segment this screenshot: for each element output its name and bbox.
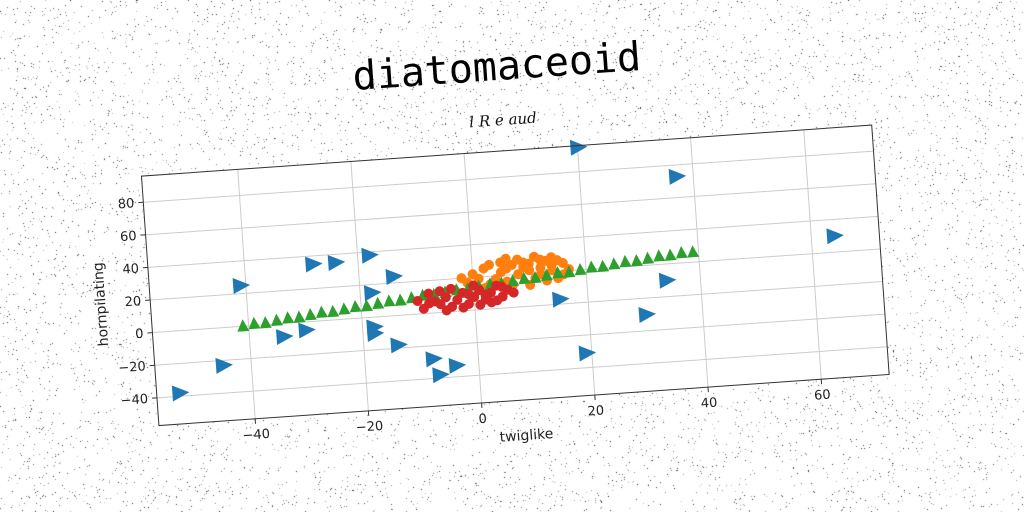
- chart-title: diatomaceoid: [351, 34, 642, 100]
- plot-area: −40 −20 0 20 40 60 −40 −20 0 20 40 60 80 twiglike h…: [84, 119, 892, 474]
- y-tick-label: 60: [120, 229, 138, 245]
- x-axis-label: twiglike: [499, 426, 554, 446]
- y-tick-label: 20: [124, 294, 142, 310]
- x-tick-label: 0: [478, 412, 487, 428]
- x-tick-label: 40: [700, 396, 718, 412]
- chart-subtitle: l R e aud: [469, 109, 538, 132]
- y-tick-label: −40: [120, 392, 148, 409]
- y-tick-label: 40: [122, 262, 140, 278]
- y-tick-label: −20: [118, 359, 146, 376]
- x-tick-label: −20: [355, 419, 383, 436]
- x-tick-label: −40: [242, 427, 270, 444]
- y-axis-label: hornpilating: [90, 262, 112, 347]
- x-tick-label: 20: [587, 403, 605, 419]
- y-tick-label: 0: [135, 327, 144, 343]
- y-tick-label: 80: [117, 196, 135, 212]
- x-tick-label: 60: [814, 388, 832, 404]
